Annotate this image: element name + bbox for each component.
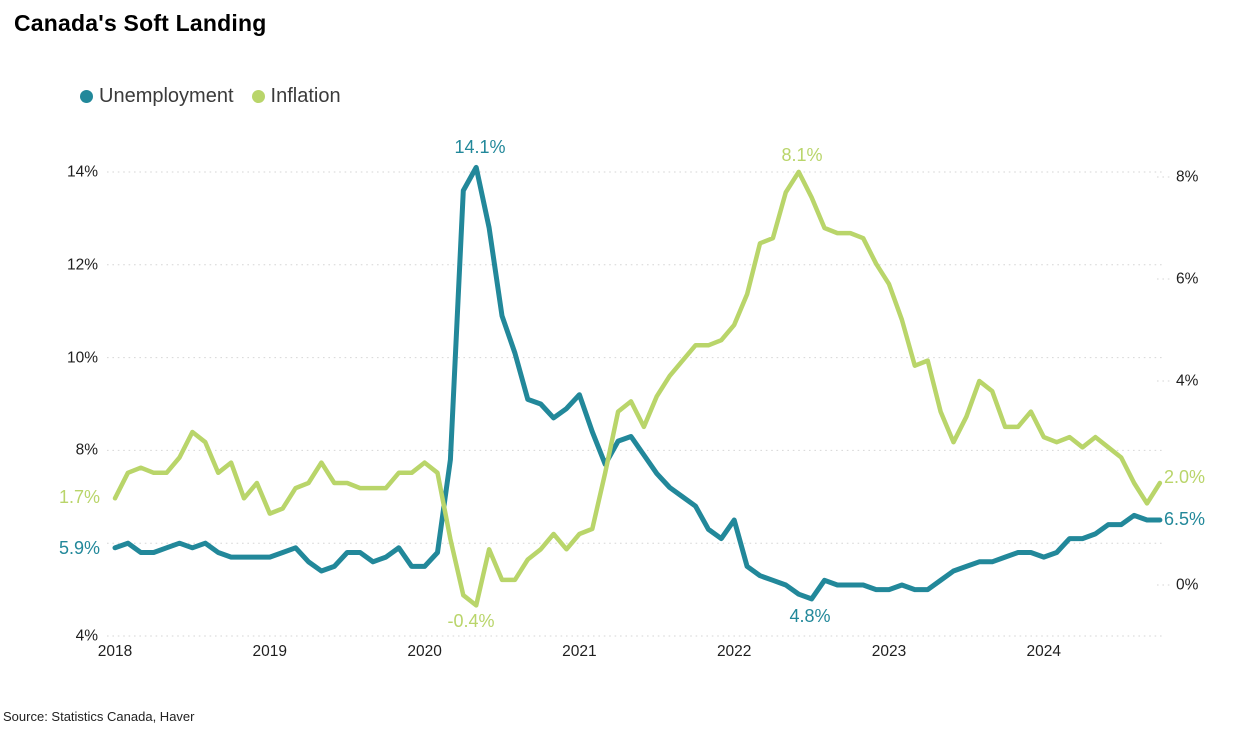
series-lines	[112, 164, 1163, 608]
x-axis-label-2024: 2024	[1026, 643, 1062, 660]
annotation-inflation-1.7pct: 1.7%	[58, 487, 100, 507]
x-axis-label-2019: 2019	[252, 643, 288, 660]
annotation-unemployment-6.5pct: 6.5%	[1164, 509, 1206, 529]
gridlines	[107, 171, 1172, 637]
legend-label-unemployment: Unemployment	[99, 85, 234, 107]
right-axis-label-0: 0%	[1176, 576, 1199, 594]
x-axis-label-2021: 2021	[562, 643, 597, 660]
x-axis-label-2020: 2020	[407, 643, 442, 660]
annotation-inflation--0.4pct: -0.4%	[447, 611, 495, 631]
annotation-unemployment-5.9pct: 5.9%	[58, 538, 100, 558]
left-axis-label-4: 4%	[75, 627, 98, 645]
annotation-inflation-8.1pct: 8.1%	[781, 145, 823, 165]
inflation-legend-dot-icon	[251, 90, 265, 103]
x-axis-label-2023: 2023	[871, 643, 907, 660]
legend-item-inflation: Inflation	[251, 85, 341, 108]
right-axis-label-6: 6%	[1176, 270, 1199, 288]
legend-label-inflation: Inflation	[270, 85, 341, 107]
right-axis-label-4: 4%	[1176, 372, 1199, 390]
unemployment-legend-dot-icon	[80, 90, 93, 103]
x-axis-label-2022: 2022	[716, 643, 752, 660]
x-axis-label-2018: 2018	[97, 643, 133, 660]
legend: Unemployment Inflation	[80, 85, 341, 108]
unemployment-line	[112, 164, 1163, 602]
annotation-unemployment-4.8pct: 4.8%	[789, 606, 831, 626]
left-axis-label-14: 14%	[66, 163, 98, 181]
right-axis-label-8: 8%	[1176, 168, 1199, 186]
annotation-unemployment-14.1pct: 14.1%	[454, 137, 506, 157]
left-axis-label-8: 8%	[75, 441, 98, 459]
left-axis-label-10: 10%	[66, 348, 98, 366]
source-note: Source: Statistics Canada, Haver	[3, 709, 195, 724]
legend-item-unemployment: Unemployment	[80, 85, 234, 108]
left-axis-label-12: 12%	[66, 256, 98, 274]
annotation-inflation-2.0pct: 2.0%	[1164, 467, 1206, 487]
inflation-line	[112, 169, 1163, 608]
chart-title: Canada's Soft Landing	[14, 10, 267, 36]
